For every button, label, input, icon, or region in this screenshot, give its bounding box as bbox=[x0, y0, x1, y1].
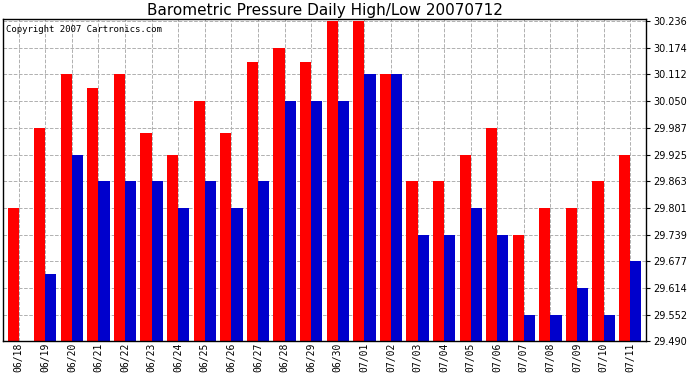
Bar bbox=[551, 315, 562, 342]
Bar bbox=[593, 181, 604, 342]
Bar bbox=[566, 208, 577, 342]
Bar bbox=[8, 208, 19, 342]
Bar bbox=[141, 133, 152, 342]
Bar bbox=[99, 181, 110, 342]
Bar bbox=[338, 101, 349, 342]
Bar bbox=[34, 128, 46, 342]
Bar bbox=[460, 154, 471, 342]
Bar bbox=[46, 274, 57, 342]
Bar bbox=[619, 154, 630, 342]
Bar bbox=[311, 101, 322, 342]
Bar bbox=[88, 88, 99, 342]
Bar bbox=[444, 234, 455, 342]
Bar bbox=[406, 181, 417, 342]
Bar bbox=[604, 315, 615, 342]
Bar bbox=[417, 234, 428, 342]
Bar bbox=[630, 261, 642, 342]
Bar bbox=[486, 128, 497, 342]
Bar bbox=[72, 154, 83, 342]
Text: Copyright 2007 Cartronics.com: Copyright 2007 Cartronics.com bbox=[6, 26, 162, 34]
Bar bbox=[471, 208, 482, 342]
Bar bbox=[380, 74, 391, 342]
Bar bbox=[524, 315, 535, 342]
Bar bbox=[513, 234, 524, 342]
Bar bbox=[125, 181, 136, 342]
Bar bbox=[353, 21, 364, 342]
Bar bbox=[326, 21, 338, 342]
Bar bbox=[152, 181, 163, 342]
Bar bbox=[231, 209, 243, 342]
Bar bbox=[497, 234, 509, 342]
Bar bbox=[205, 181, 216, 342]
Bar bbox=[247, 62, 258, 342]
Bar bbox=[114, 74, 125, 342]
Bar bbox=[273, 48, 284, 342]
Bar bbox=[577, 288, 588, 342]
Bar bbox=[300, 62, 311, 342]
Bar bbox=[284, 101, 296, 342]
Bar bbox=[364, 74, 375, 342]
Bar bbox=[61, 74, 72, 342]
Bar bbox=[258, 181, 269, 342]
Bar bbox=[433, 181, 444, 342]
Bar bbox=[167, 154, 178, 342]
Bar bbox=[540, 208, 551, 342]
Bar bbox=[391, 74, 402, 342]
Bar bbox=[220, 133, 231, 342]
Bar bbox=[194, 101, 205, 342]
Bar bbox=[178, 208, 190, 342]
Title: Barometric Pressure Daily High/Low 20070712: Barometric Pressure Daily High/Low 20070… bbox=[146, 3, 502, 18]
